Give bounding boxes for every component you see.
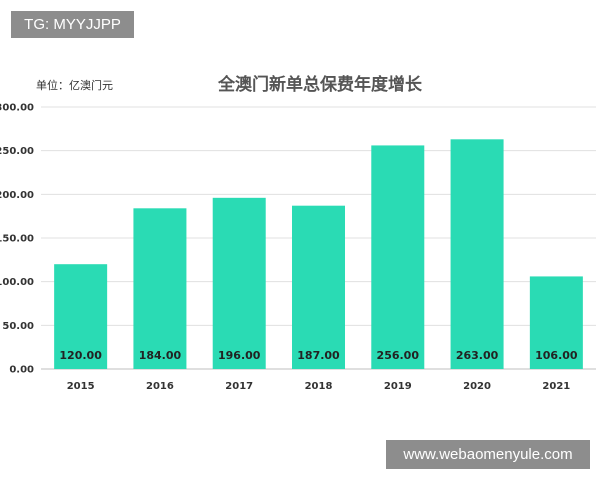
y-tick-label: 0.00	[9, 365, 34, 376]
data-label: 184.00	[139, 349, 182, 362]
x-tick-label: 2016	[146, 381, 174, 392]
y-tick-label: 200.00	[0, 190, 34, 201]
bar	[292, 205, 345, 369]
watermark-bottom: www.webaomenyule.com	[386, 440, 590, 469]
data-label: 187.00	[297, 349, 340, 362]
bar	[450, 139, 504, 369]
y-tick-label: 300.00	[0, 103, 34, 114]
bar	[529, 276, 583, 369]
data-label: 196.00	[218, 349, 261, 362]
bar	[54, 264, 108, 369]
watermark-top: TG: MYYJJPP	[11, 11, 134, 38]
data-label: 263.00	[456, 349, 499, 362]
bar	[371, 145, 425, 369]
x-tick-label: 2017	[225, 381, 253, 392]
x-tick-label: 2019	[384, 381, 412, 392]
y-tick-label: 250.00	[0, 146, 34, 157]
bar	[212, 197, 266, 369]
x-tick-label: 2015	[67, 381, 95, 392]
x-tick-label: 2020	[463, 381, 491, 392]
x-tick-label: 2021	[542, 381, 570, 392]
data-label: 106.00	[535, 349, 578, 362]
y-tick-label: 150.00	[0, 234, 34, 245]
x-tick-label: 2018	[305, 381, 333, 392]
data-label: 256.00	[377, 349, 420, 362]
unit-label: 单位：亿澳门元	[36, 79, 113, 92]
bar	[133, 208, 187, 369]
y-tick-label: 100.00	[0, 277, 34, 288]
chart-title: 全澳门新单总保费年度增长	[218, 75, 422, 95]
data-label: 120.00	[59, 349, 102, 362]
y-tick-label: 50.00	[2, 321, 34, 332]
